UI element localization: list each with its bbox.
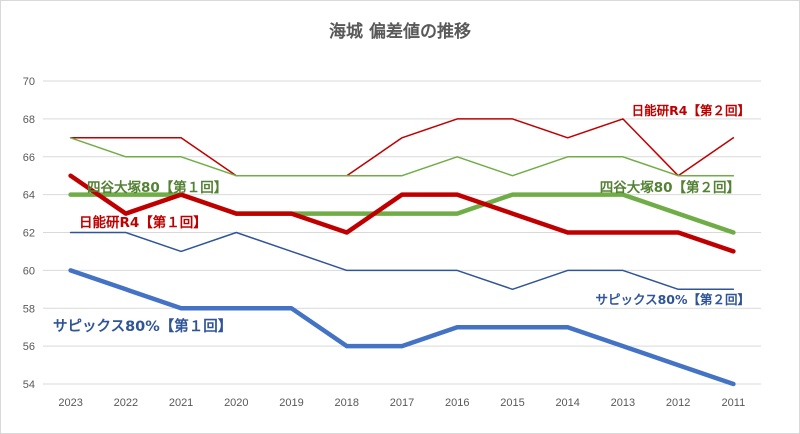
y-tick-label: 62	[23, 228, 35, 240]
series-label: 日能研R4【第２回】	[632, 103, 750, 118]
x-tick-label: 2023	[58, 397, 82, 409]
y-tick-label: 54	[23, 379, 35, 391]
series-label: 四谷大塚80【第１回】	[87, 179, 227, 196]
series-label: 日能研R4【第１回】	[79, 214, 207, 231]
series-label: サピックス80%【第１回】	[53, 317, 232, 335]
x-tick-label: 2017	[390, 397, 414, 409]
x-tick-label: 2018	[335, 397, 359, 409]
annotations: 日能研R4【第２回】四谷大塚80【第１回】 四谷大塚80【第２回】日能研R4【第１…	[53, 103, 750, 335]
x-tick-label: 2016	[445, 397, 469, 409]
y-tick-label: 60	[23, 265, 35, 277]
series-label: サピックス80%【第２回】	[595, 292, 750, 307]
x-tick-label: 2021	[169, 397, 193, 409]
chart-title: 海城 偏差値の推移	[329, 21, 471, 42]
x-tick-label: 2015	[500, 397, 524, 409]
y-tick-label: 56	[23, 341, 35, 353]
x-tick-label: 2011	[722, 397, 746, 409]
series-lines	[68, 118, 736, 387]
y-tick-label: 64	[23, 190, 35, 202]
x-tick-label: 2012	[666, 397, 690, 409]
x-tick-label: 2014	[555, 397, 579, 409]
series-line-4	[68, 173, 736, 254]
x-tick-label: 2022	[114, 397, 138, 409]
y-tick-label: 58	[23, 303, 35, 315]
series-line-1	[69, 118, 735, 177]
y-tick-label: 68	[23, 114, 35, 126]
y-tick-label: 70	[23, 76, 35, 88]
y-tick-label: 66	[23, 152, 35, 164]
series-line-6	[68, 268, 736, 387]
axes: 54 56 58 60 62 64 66 68 70 2023 2022 2021 2020 2019 20…	[23, 76, 745, 409]
series-line-5	[69, 231, 735, 291]
series-line-2	[69, 137, 735, 177]
x-tick-label: 2020	[224, 397, 248, 409]
series-label: 四谷大塚80【第２回】	[600, 179, 740, 196]
x-tick-label: 2013	[611, 397, 635, 409]
x-tick-label: 2019	[279, 397, 303, 409]
